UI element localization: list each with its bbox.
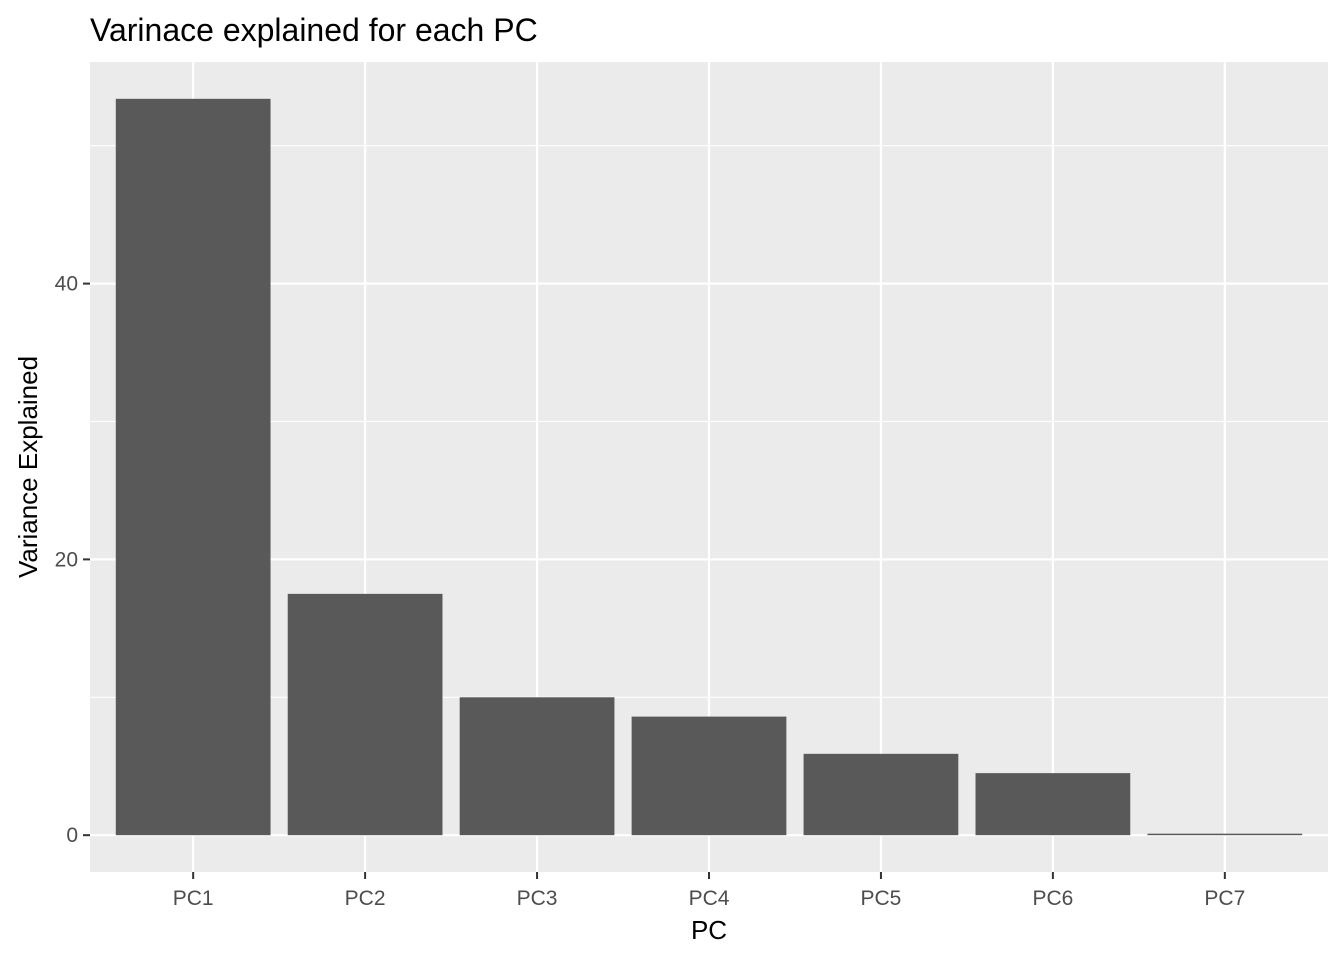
- x-tick-label: PC4: [689, 887, 730, 910]
- x-tick-label: PC3: [517, 887, 558, 910]
- y-axis: 0 20 40: [55, 273, 90, 847]
- y-axis-title: Variance Explained: [13, 356, 43, 578]
- bar-pc4: [631, 716, 787, 836]
- bars-layer: [115, 98, 1303, 836]
- bar-pc1: [115, 98, 271, 836]
- bar-pc2: [287, 593, 443, 836]
- y-tick-label: 0: [66, 824, 78, 847]
- x-tick-label: PC1: [173, 887, 214, 910]
- bar-pc5: [803, 753, 959, 836]
- bar-pc6: [975, 773, 1131, 836]
- x-tick-label: PC5: [861, 887, 902, 910]
- x-tick-label: PC7: [1204, 887, 1245, 910]
- chart-title: Varinace explained for each PC: [90, 12, 538, 48]
- x-axis-title: PC: [691, 915, 727, 945]
- x-axis: PC1 PC2 PC3 PC4 PC5 PC6 PC7: [173, 872, 1245, 910]
- bar-pc3: [459, 697, 615, 836]
- x-tick-label: PC2: [345, 887, 386, 910]
- bar-pc7: [1147, 833, 1303, 836]
- y-tick-label: 20: [55, 548, 78, 571]
- y-tick-label: 40: [55, 273, 78, 296]
- x-tick-label: PC6: [1032, 887, 1073, 910]
